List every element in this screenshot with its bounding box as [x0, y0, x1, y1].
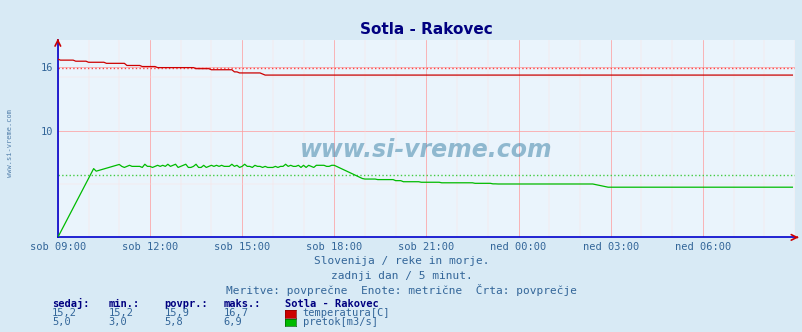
Text: 6,9: 6,9 [223, 317, 241, 327]
Text: Slovenija / reke in morje.: Slovenija / reke in morje. [314, 256, 488, 266]
Text: 3,0: 3,0 [108, 317, 127, 327]
Text: 5,8: 5,8 [164, 317, 183, 327]
Text: www.si-vreme.com: www.si-vreme.com [300, 138, 552, 162]
Text: min.:: min.: [108, 299, 140, 309]
Text: sedaj:: sedaj: [52, 298, 90, 309]
Text: 15,2: 15,2 [52, 308, 77, 318]
Text: Sotla - Rakovec: Sotla - Rakovec [285, 299, 379, 309]
Text: temperatura[C]: temperatura[C] [302, 308, 390, 318]
Text: pretok[m3/s]: pretok[m3/s] [302, 317, 377, 327]
Title: Sotla - Rakovec: Sotla - Rakovec [359, 22, 492, 37]
Text: povpr.:: povpr.: [164, 299, 208, 309]
Text: 15,9: 15,9 [164, 308, 189, 318]
Text: 5,0: 5,0 [52, 317, 71, 327]
Text: 16,7: 16,7 [223, 308, 248, 318]
Text: zadnji dan / 5 minut.: zadnji dan / 5 minut. [330, 271, 472, 281]
Text: www.si-vreme.com: www.si-vreme.com [6, 109, 13, 177]
Text: 15,2: 15,2 [108, 308, 133, 318]
Text: maks.:: maks.: [223, 299, 261, 309]
Text: Meritve: povprečne  Enote: metrične  Črta: povprečje: Meritve: povprečne Enote: metrične Črta:… [225, 284, 577, 296]
